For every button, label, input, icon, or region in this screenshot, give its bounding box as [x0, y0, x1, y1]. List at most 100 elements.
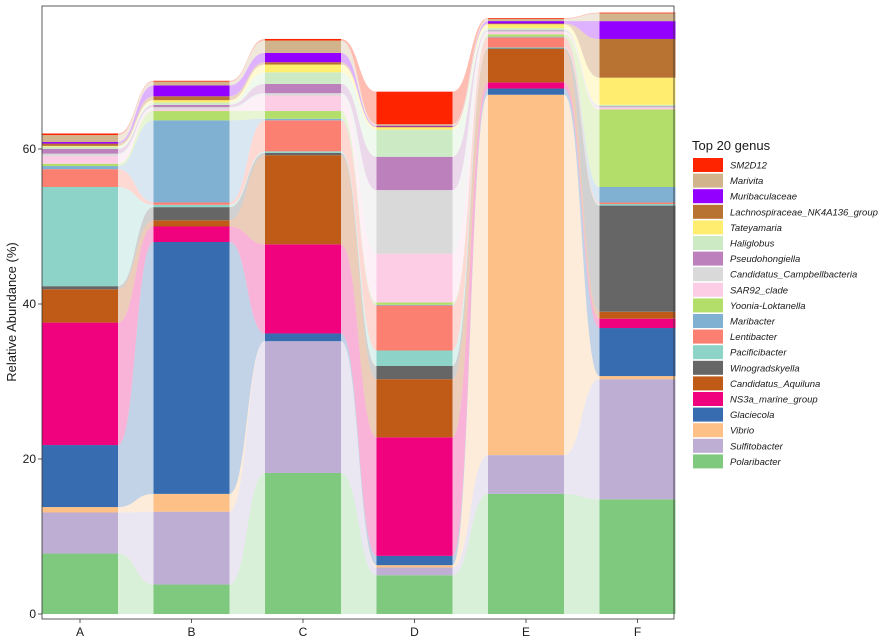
bar-segment-F-Yoonia-Loktanella: [599, 109, 676, 187]
bar-segment-D-Tateyamaria: [376, 127, 453, 130]
legend-swatch-Glaciecola: [693, 407, 723, 422]
flow-B-C-Tateyamaria: [229, 64, 265, 103]
bar-segment-E-Pseudohongiella: [488, 30, 564, 32]
flow-D-E-Pseudohongiella: [452, 30, 488, 191]
flow-B-C-Lentibacter: [229, 120, 265, 205]
flow-A-B-Candidatus_Aquiluna: [118, 220, 154, 323]
flow-B-C-SM2D12: [229, 38, 265, 82]
bar-segment-D-Candidatus_Campbellbacteria: [376, 190, 453, 254]
bar-segment-C-Sulfitobacter: [265, 341, 341, 473]
flow-A-B-Maribacter: [118, 120, 154, 203]
bar-segment-F-Maribacter: [599, 186, 676, 203]
flow-E-F-Pseudohongiella: [564, 30, 600, 108]
flow-B-C-Polaribacter: [229, 472, 265, 614]
bar-segment-F-Marivita: [599, 13, 676, 22]
legend-swatch-Candidatus_Aquiluna: [693, 376, 723, 391]
legend-label-Maribacter: Maribacter: [730, 317, 776, 328]
bar-segment-D-Maribacter: [376, 304, 453, 306]
bar-segment-E-Tateyamaria: [488, 24, 564, 29]
bar-segment-C-Haliglobus: [265, 72, 341, 84]
flow-A-B-Sulfitobacter: [118, 511, 154, 585]
flow-A-B-Lentibacter: [118, 169, 154, 205]
legend-swatch-Sulfitobacter: [693, 438, 723, 453]
flow-D-E-Lachnospiraceae_NK4A136_group: [452, 23, 488, 128]
flow-C-D-SM2D12: [341, 38, 377, 125]
bar-segment-F-SAR92_clade: [599, 107, 676, 110]
bar-segment-A-Haliglobus: [42, 146, 118, 149]
flow-D-E-Tateyamaria: [452, 24, 488, 130]
bar-segment-E-Winogradskyella: [488, 48, 564, 50]
flow-E-F-Maribacter: [564, 36, 600, 203]
bar-segment-C-Glaciecola: [265, 333, 341, 342]
flow-E-F-Lachnospiraceae_NK4A136_group: [564, 23, 600, 78]
bar-segment-A-SM2D12: [42, 133, 118, 136]
bar-segment-E-NS3a_marine_group: [488, 82, 564, 89]
x-tick-label-B: B: [187, 625, 195, 638]
legend-label-Lentibacter: Lentibacter: [730, 332, 778, 343]
flow-D-E-Candidatus_Campbellbacteria: [452, 31, 488, 254]
legend-swatch-Yoonia-Loktanella: [693, 298, 723, 313]
y-tick-label-0: 0: [29, 607, 36, 621]
flow-D-E-Marivita: [452, 18, 488, 126]
bar-segment-C-Lentibacter: [265, 120, 341, 152]
flow-A-B-Haliglobus: [118, 102, 154, 149]
bar-segment-E-Marivita: [488, 18, 564, 22]
bar-segment-C-Candidatus_Campbellbacteria: [265, 93, 341, 96]
bar-segment-E-Yoonia-Loktanella: [488, 34, 564, 37]
flow-A-B-Muribaculaceae: [118, 85, 154, 144]
bar-segment-E-Candidatus_Campbellbacteria: [488, 31, 564, 32]
bar-segment-D-Yoonia-Loktanella: [376, 302, 453, 305]
bar-segment-F-Polaribacter: [599, 499, 676, 614]
flow-B-C-Maribacter: [229, 118, 265, 203]
bar-segment-F-Haliglobus: [599, 104, 676, 107]
legend-label-NS3a_marine_group: NS3a_marine_group: [730, 395, 818, 406]
flow-A-B-Glaciecola: [118, 242, 154, 508]
bar-segment-D-SM2D12: [376, 91, 453, 125]
flow-B-C-Vibrio: [229, 341, 265, 512]
bar-segment-B-Yoonia-Loktanella: [153, 111, 230, 121]
flow-A-B-Lachnospiraceae_NK4A136_group: [118, 96, 154, 146]
stacked-bars: [42, 12, 676, 614]
bar-segment-F-Winogradskyella: [599, 205, 676, 312]
bar-segment-E-Lentibacter: [488, 37, 564, 48]
bar-segment-F-NS3a_marine_group: [599, 318, 676, 329]
bar-segment-B-Haliglobus: [153, 102, 230, 105]
legend-swatch-Candidatus_Campbellbacteria: [693, 267, 723, 282]
flow-C-D-Winogradskyella: [341, 152, 377, 380]
bar-segment-A-Lentibacter: [42, 169, 118, 187]
flow-D-E-NS3a_marine_group: [452, 82, 488, 556]
flow-B-C-Pacificibacter: [229, 151, 265, 208]
flow-E-F-Sulfitobacter: [564, 379, 600, 500]
bar-segment-C-Winogradskyella: [265, 152, 341, 156]
flow-C-D-Pseudohongiella: [341, 83, 377, 191]
bar-segment-B-Candidatus_Campbellbacteria: [153, 107, 230, 110]
x-tick-label-A: A: [76, 625, 84, 638]
flow-A-B-NS3a_marine_group: [118, 226, 154, 446]
bar-segment-D-Muribaculaceae: [376, 125, 453, 127]
legend-label-Tateyamaria: Tateyamaria: [730, 223, 782, 234]
flow-A-B-Pacificibacter: [118, 186, 154, 287]
bar-segment-A-Vibrio: [42, 507, 118, 513]
flow-B-C-Candidatus_Aquiluna: [229, 155, 265, 245]
flow-A-B-Tateyamaria: [118, 100, 154, 147]
bar-segment-F-Pseudohongiella: [599, 106, 676, 108]
flow-C-D-Glaciecola: [341, 333, 377, 566]
bar-segment-A-Marivita: [42, 135, 118, 143]
y-tick-label-60: 60: [23, 142, 37, 156]
legend-label-SAR92_clade: SAR92_clade: [730, 285, 788, 296]
alluvial-flows: [118, 12, 600, 614]
bar-segment-A-Polaribacter: [42, 553, 118, 614]
flow-A-B-Marivita: [118, 81, 154, 143]
bar-segment-B-NS3a_marine_group: [153, 226, 230, 242]
bar-segment-B-SM2D12: [153, 80, 230, 82]
flow-A-B-SM2D12: [118, 80, 154, 136]
bar-segment-D-Vibrio: [376, 565, 453, 568]
bar-segment-A-Lachnospiraceae_NK4A136_group: [42, 143, 118, 146]
flow-C-D-SAR92_clade: [341, 95, 377, 303]
legend-swatch-Tateyamaria: [693, 220, 723, 235]
legend-swatch-Muribaculaceae: [693, 189, 723, 204]
flow-B-C-NS3a_marine_group: [229, 226, 265, 334]
bar-segment-D-Pseudohongiella: [376, 156, 453, 191]
legend-label-Muribaculaceae: Muribaculaceae: [730, 192, 797, 203]
